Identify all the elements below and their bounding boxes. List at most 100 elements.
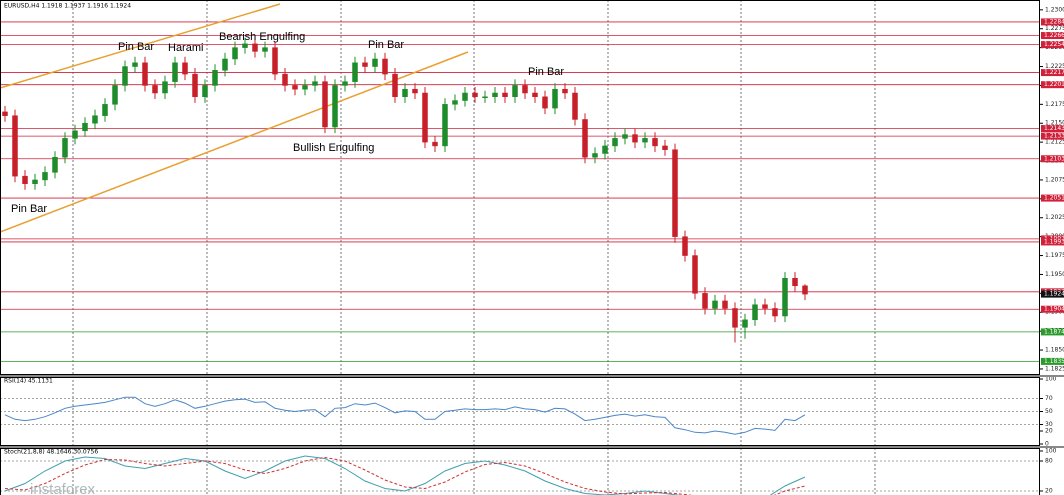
- level-label: 1.2133: [1044, 133, 1064, 140]
- candle-body: [802, 285, 808, 295]
- candle-body: [222, 58, 228, 71]
- candle-body: [112, 85, 118, 105]
- candle-body: [242, 43, 248, 48]
- indicator-line: [4, 396, 806, 435]
- candle-body: [562, 88, 568, 94]
- price-tag: [1041, 290, 1064, 298]
- y-tick-label: 1.2075: [1045, 176, 1064, 183]
- candle-body: [202, 85, 208, 98]
- y-tick-label: 1.2300: [1045, 6, 1064, 13]
- watermark: instaforex: [30, 481, 96, 495]
- y-tick-label: 1.1975: [1045, 252, 1064, 259]
- candle-body: [672, 149, 678, 237]
- y-tick-label: 100: [1045, 376, 1057, 383]
- candle-body: [442, 104, 448, 147]
- level-tag: [1041, 41, 1064, 49]
- candle-body: [462, 92, 468, 101]
- chart-title: EURUSD,H4 1.1918 1.1937 1.1916 1.1924: [4, 3, 131, 10]
- candle-body: [12, 115, 18, 177]
- candle-body: [452, 100, 458, 105]
- level-tag: [1041, 125, 1064, 133]
- y-tick-label: 80: [1045, 458, 1053, 465]
- annotation: Pin Bar: [528, 66, 564, 78]
- level-tag: [1041, 155, 1064, 163]
- main-frame: [0, 0, 1040, 375]
- y-tick-label: 20: [1045, 428, 1053, 435]
- candle-body: [22, 175, 28, 184]
- candle-body: [322, 81, 328, 128]
- candle-body: [762, 304, 768, 309]
- y-tick-label: 1.2175: [1045, 101, 1064, 108]
- separator: [0, 375, 1064, 377]
- level-label: 1.2217: [1044, 69, 1064, 76]
- candle-body: [92, 115, 98, 124]
- candle-body: [282, 73, 288, 86]
- stoch-title: Stoch(21,8,8) 48.1646 30.0756: [4, 449, 98, 456]
- candle-body: [662, 145, 668, 150]
- separator: [0, 446, 1064, 448]
- candle-body: [82, 122, 88, 132]
- candle-body: [392, 73, 398, 98]
- indicator-line: [4, 455, 806, 495]
- y-tick-label: 1.2150: [1045, 120, 1064, 127]
- candle-body: [182, 62, 188, 75]
- candle-body: [582, 119, 588, 158]
- level-tag: [1041, 69, 1064, 77]
- candle-body: [622, 134, 628, 139]
- y-tick-label: 30: [1045, 421, 1053, 428]
- candle-body: [412, 88, 418, 94]
- y-tick-label: 1.2025: [1045, 214, 1064, 221]
- candle-body: [212, 70, 218, 86]
- y-tick-label: 1.1950: [1045, 271, 1064, 278]
- candle-body: [292, 85, 298, 90]
- candle-body: [362, 62, 368, 67]
- level-tag: [1041, 18, 1064, 26]
- level-label: 1.2143: [1044, 125, 1064, 132]
- level-tag: [1041, 194, 1064, 202]
- y-tick-label: 1.2125: [1045, 139, 1064, 146]
- level-tag: [1041, 132, 1064, 140]
- stoch-frame: [0, 448, 1040, 495]
- candle-body: [172, 62, 178, 82]
- candle-body: [262, 47, 268, 52]
- candle-body: [72, 130, 78, 139]
- candle-body: [612, 138, 618, 147]
- y-tick-label: 70: [1045, 395, 1053, 402]
- rsi-frame: [0, 377, 1040, 446]
- annotation: Bullish Engulfing: [293, 142, 374, 154]
- candle-body: [632, 134, 638, 143]
- candle-body: [652, 138, 658, 147]
- candle-body: [682, 236, 688, 256]
- candle-body: [132, 62, 138, 67]
- y-tick-label: 1.1825: [1045, 365, 1064, 372]
- level-tag: [1041, 238, 1064, 246]
- level-label: 1.2284: [1044, 18, 1064, 25]
- candle-body: [772, 308, 778, 317]
- candle-body: [402, 88, 408, 98]
- candle-body: [152, 85, 158, 94]
- candle-body: [692, 255, 698, 294]
- candle-body: [722, 300, 728, 309]
- marks: [2, 37, 808, 495]
- candle-body: [782, 277, 788, 317]
- candle-body: [42, 172, 48, 181]
- candle-body: [102, 104, 108, 116]
- channel-upper: [0, 3, 281, 89]
- candle-body: [472, 92, 478, 98]
- candle-body: [432, 141, 438, 147]
- candle-body: [232, 47, 238, 60]
- candle-body: [302, 85, 308, 90]
- annotation: Pin Bar: [368, 39, 404, 51]
- level-label: 1.2103: [1044, 155, 1064, 162]
- candle-body: [512, 85, 518, 98]
- candle-body: [522, 85, 528, 94]
- y-tick-label: 0: [1045, 441, 1049, 448]
- level-label: 1.1835: [1044, 358, 1064, 365]
- y-tick-label: 20: [1045, 488, 1053, 495]
- annotation: Pin Bar: [11, 203, 47, 215]
- candle-body: [792, 277, 798, 287]
- candle-body: [542, 96, 548, 109]
